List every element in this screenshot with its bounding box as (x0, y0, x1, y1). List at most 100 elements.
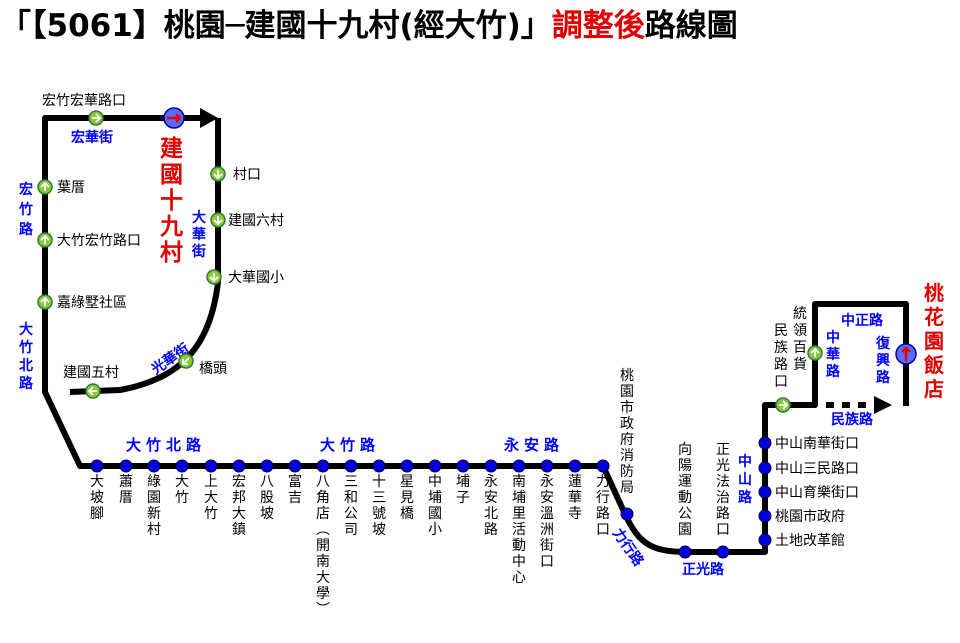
road-lixing: 力行路 (609, 525, 648, 570)
terminal-markers (163, 107, 917, 365)
road-fuxing: 復 興 路 (875, 335, 895, 386)
main-stop: 永安北路 (484, 459, 498, 538)
main-stop-label: 大竹 (175, 474, 189, 506)
blue-dot-icon (758, 436, 772, 450)
main-stop-label: 三和公司 (344, 474, 358, 538)
stop-yecuo: 葉厝 (37, 179, 85, 196)
blue-dot-icon (758, 509, 772, 523)
road-hongzhu-glyph3: 路 (19, 221, 34, 238)
route-loop-arrow (200, 108, 218, 128)
stop-label: 村口 (233, 167, 261, 183)
main-stop: 埔子 (456, 459, 470, 506)
title-suffix: 路線圖 (644, 8, 738, 44)
terminal-west-label: 建 國 十 九 村 (159, 136, 191, 266)
terminal-east-icon (895, 343, 917, 365)
title-route: 【5061】桃園─建國十九村(經大竹) (31, 8, 521, 44)
road-minzu: 民族路 (831, 411, 874, 428)
east-stop: 中山三民路口 (758, 461, 859, 477)
stop-label: 建國五村 (63, 365, 119, 381)
east-stop-label: 中山南華街口 (775, 436, 859, 452)
main-stop-label: 南埔里活動中心 (512, 474, 526, 586)
main-stop: 蓮華寺 (568, 459, 582, 522)
main-stop-label: 綠園新村 (147, 474, 161, 538)
east-stop: 土地改革館 (758, 532, 845, 549)
main-stop: 綠園新村 (147, 459, 161, 538)
stop-jianguo5: 建國五村 (63, 365, 119, 399)
main-stop-label: 力行路口 (596, 474, 610, 538)
main-stop-label: 正光法治路口 (716, 442, 730, 538)
blue-dot-icon (568, 459, 582, 473)
blue-dot-icon (758, 533, 772, 547)
blue-dot-icon (596, 459, 610, 473)
blue-dot-icon (758, 485, 772, 499)
terminal-labels: 建 國 十 九 村 桃 花 園 飯 店 (159, 136, 951, 401)
stop-label: 葉厝 (57, 180, 85, 196)
road-honghua: 宏華街 (71, 129, 113, 146)
blue-dot-icon (512, 459, 526, 473)
main-stop: 上大竹 (204, 459, 218, 522)
main-stop: 蕭厝 (119, 459, 133, 506)
main-stop: 永安溫洲街口 (540, 459, 554, 570)
main-stop-label: 蕭厝 (119, 474, 133, 506)
main-stop: 八股坡 (260, 459, 274, 522)
east-stop-label: 中山育樂街口 (775, 484, 859, 501)
main-stop-label: 中埔國小 (428, 474, 442, 538)
blue-dot-icon (678, 545, 692, 559)
east-stop-label: 土地改革館 (775, 532, 845, 549)
title-open-quote: 「 (0, 8, 31, 44)
loop-stops: 宏竹宏華路口 葉厝 大竹宏竹路口 嘉綠墅社區 村口 建國六村 (37, 93, 823, 413)
terminal-east-label: 桃 花 園 飯 店 (923, 281, 951, 401)
stop-label: 大華國小 (228, 270, 284, 286)
road-yongan: 永安路 (503, 436, 564, 454)
east-stop-label: 桃園市政府 (775, 508, 845, 525)
road-zhongzheng: 中正路 (841, 312, 884, 329)
blue-dot-icon (716, 545, 730, 559)
main-stop: 中埔國小 (428, 459, 442, 538)
main-stop-label: 大坡腳 (90, 474, 104, 522)
blue-dot-icon (204, 459, 218, 473)
main-stop: 向陽運動公園 (678, 442, 692, 559)
road-dazhubei-horizontal: 大竹北路 (126, 436, 206, 454)
blue-dot-icon (232, 459, 246, 473)
main-stop-label: 上大竹 (204, 474, 218, 522)
blue-dot-icon (175, 459, 189, 473)
stop-jialu: 嘉綠墅社區 (37, 294, 127, 311)
road-dazhubei-vertical: 大 竹 北 路 (18, 321, 38, 392)
blue-dot-icon (90, 459, 104, 473)
main-stop: 桃園市政府消防局 (620, 368, 634, 521)
stop-label: 宏竹宏華路口 (42, 93, 126, 109)
blue-dot-icon (316, 459, 330, 473)
blue-dot-icon (288, 459, 302, 473)
blue-dot-icon (758, 461, 772, 475)
road-hongzhu: 宏 竹 路 (18, 181, 38, 238)
main-stop: 宏邦大鎮 (232, 459, 246, 538)
main-stop: 力行路口 (596, 459, 610, 538)
stop-label: 大竹宏竹路口 (57, 233, 141, 249)
main-stop-label: 富吉 (288, 473, 302, 506)
main-stop: 大竹 (175, 459, 189, 506)
main-stop: 富吉 (288, 459, 302, 506)
main-stop: 八角店︵開南大學︶ (316, 459, 330, 618)
blue-dot-icon (620, 507, 634, 521)
stop-dahua-school: 大華國小 (206, 269, 284, 286)
blue-dot-icon (147, 459, 161, 473)
stop-cunkou: 村口 (210, 166, 261, 183)
road-dazhu: 大竹路 (320, 436, 380, 454)
blue-dot-icon (456, 459, 470, 473)
main-stop-label: 宏邦大鎮 (232, 474, 246, 538)
main-stop: 大坡腳 (90, 459, 104, 522)
main-stop-label: 八股坡 (260, 474, 274, 522)
road-hongzhu-glyph1: 宏 (19, 181, 33, 198)
blue-dot-icon (428, 459, 442, 473)
east-stop: 桃園市政府 (758, 508, 845, 525)
main-stop-label: 星見橋 (400, 474, 414, 522)
main-stop-label: 蓮華寺 (568, 474, 582, 522)
stop-upper (775, 345, 823, 413)
stop-dazhu-hongzhu: 大竹宏竹路口 (37, 232, 141, 249)
main-stop-label: 永安北路 (484, 474, 498, 538)
east-stop-label: 中山三民路口 (775, 461, 859, 477)
svg-text:民 族 路 口: 民 族 路 口 (774, 323, 792, 390)
east-stop: 中山南華街口 (758, 436, 859, 452)
